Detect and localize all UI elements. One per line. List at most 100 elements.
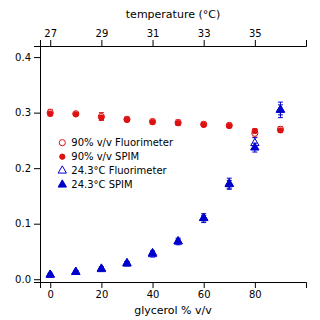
tick-mark [50,40,51,46]
tick: 0.4 [15,52,40,63]
tick-mark [101,40,102,46]
point [175,121,180,126]
x2-axis: 2729313335 [41,28,307,47]
error-bar-cap [227,188,232,189]
legend-label: 90% v/v Fluorimeter [71,137,174,148]
point [175,120,181,126]
tick-mark [34,279,40,280]
point [200,213,208,220]
point [251,143,259,150]
point [174,237,182,244]
axis-line [41,283,307,289]
legend-symbol [58,180,66,187]
tick-mark [204,282,205,288]
point [277,126,283,132]
tick-label: 20 [96,289,109,300]
tick-label: 40 [147,289,160,300]
x-axis-title: glycerol % v/v [134,304,212,317]
tick-label: 35 [249,28,262,39]
tick-mark [153,40,154,46]
tick-mark [101,282,102,288]
error-bar-cap [201,222,206,223]
error-bar [278,129,283,132]
tick: 0.0 [15,274,40,285]
tick-label: 0 [48,289,54,300]
legend-item: 24.3°C SPIM [58,179,133,190]
x2-axis-title: temperature (°C) [126,8,220,21]
point [124,117,129,122]
error-bar [48,109,53,116]
tick-label: 31 [147,28,160,39]
chart: 02040608027293133350.00.10.20.30.490% v/… [0,0,320,320]
legend-label: 24.3°C SPIM [71,179,132,190]
point [72,267,80,274]
error-bar [124,117,129,121]
error-bar [124,118,129,121]
point [226,122,232,128]
tick-mark [34,113,40,114]
legend-symbol [58,166,66,173]
error-bar [99,115,104,119]
tick: 0.3 [15,107,40,118]
tick: 31 [147,28,160,46]
legend-label: 24.3°C Fluorimeter [71,165,167,176]
tick-label: 0.0 [15,274,31,285]
point [201,121,207,127]
axis-line [34,47,41,283]
point [201,122,206,127]
series [47,109,283,137]
point [46,270,54,277]
tick-mark [34,57,40,58]
error-bar [201,122,206,126]
tick: 60 [198,282,211,300]
series [46,102,285,277]
axis-line [41,40,307,47]
error-bar-cap [278,114,283,115]
point [47,110,53,116]
error-bar [252,129,257,137]
legend-item: 24.3°C Fluorimeter [58,165,167,176]
tick-mark [34,168,40,169]
point [276,105,284,112]
point [174,237,182,244]
error-bar-cap [252,152,257,153]
error-bar-cap [278,102,283,103]
point [225,179,233,186]
tick: 35 [249,28,262,46]
point [97,264,105,271]
error-bar [99,113,104,121]
point [46,270,54,277]
point [73,111,79,117]
tick: 29 [96,28,109,46]
error-bar [48,112,53,115]
error-bar [201,123,206,126]
error-bar [227,124,232,127]
point [123,259,131,266]
error-bar [176,120,181,126]
error-bar-cap [227,189,232,190]
error-bar [150,120,155,123]
tick-label: 27 [44,28,57,39]
error-bar [227,123,232,127]
x-axis: 020406080 [41,282,307,300]
point [149,118,155,124]
point [72,267,80,274]
point [73,112,78,117]
tick-mark [255,40,256,46]
marks [46,102,285,277]
point [148,248,156,255]
point [124,116,130,122]
point [200,213,208,220]
point [252,128,257,133]
tick-mark [50,282,51,288]
legend-symbol [59,140,65,146]
error-bar [150,119,155,123]
tick: 20 [96,282,109,300]
legend-symbol [60,154,65,159]
tick-label: 0.4 [15,52,31,63]
tick-label: 0.1 [15,218,31,229]
error-bar [176,122,181,125]
error-bar-cap [278,117,283,118]
point [123,258,131,265]
point [278,128,283,133]
